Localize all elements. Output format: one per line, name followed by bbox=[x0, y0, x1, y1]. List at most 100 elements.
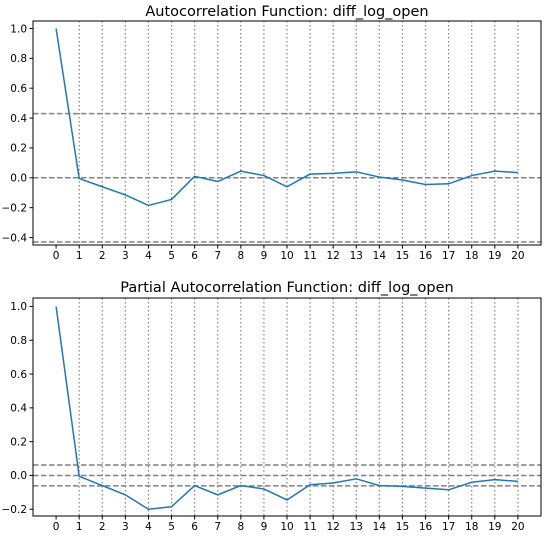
pacf-y-tick-label-0: 1.0 bbox=[10, 301, 27, 313]
pacf-data-point-lag-18 bbox=[471, 481, 473, 483]
pacf-y-tick-label-5: 0.0 bbox=[10, 470, 27, 482]
acf-data-point-lag-12 bbox=[332, 172, 334, 174]
acf-x-tick-label-6: 6 bbox=[191, 250, 198, 262]
acf-x-tick-label-19: 19 bbox=[488, 250, 501, 262]
pacf-x-tick-label-11: 11 bbox=[303, 521, 316, 533]
acf-data-point-lag-6 bbox=[193, 175, 195, 177]
pacf-data-point-lag-13 bbox=[355, 478, 357, 480]
acf-data-point-lag-7 bbox=[217, 180, 219, 182]
pacf-data-point-lag-4 bbox=[147, 508, 149, 510]
pacf-data-point-lag-2 bbox=[101, 484, 103, 486]
pacf-data-point-lag-20 bbox=[517, 480, 519, 482]
acf-y-tick-label-0: 1.0 bbox=[10, 23, 27, 35]
acf-y-tick-label-7: −0.4 bbox=[2, 232, 28, 244]
acf-chart-title: Autocorrelation Function: diff_log_open bbox=[145, 4, 428, 20]
acf-series-line bbox=[55, 28, 518, 207]
acf-y-tick-label-5: 0.0 bbox=[10, 173, 27, 185]
pacf-data-point-lag-7 bbox=[217, 494, 219, 496]
acf-data-point-lag-9 bbox=[263, 174, 265, 176]
acf-x-tick-label-10: 10 bbox=[280, 250, 293, 262]
pacf-series-line bbox=[55, 306, 518, 510]
acf-x-tick-label-8: 8 bbox=[237, 250, 244, 262]
pacf-data-point-lag-8 bbox=[240, 484, 242, 486]
pacf-data-point-lag-3 bbox=[124, 494, 126, 496]
acf-data-point-lag-3 bbox=[124, 194, 126, 196]
pacf-x-tick-label-15: 15 bbox=[396, 521, 409, 533]
acf-data-point-lag-5 bbox=[170, 198, 172, 200]
pacf-data-point-lag-17 bbox=[447, 489, 449, 491]
pacf-y-tick-label-6: −0.2 bbox=[2, 504, 28, 516]
acf-x-tick-label-5: 5 bbox=[168, 250, 175, 262]
pacf-data-point-lag-16 bbox=[424, 487, 426, 489]
acf-data-point-lag-17 bbox=[447, 183, 449, 185]
acf-data-point-lag-16 bbox=[424, 183, 426, 185]
pacf-chart-title: Partial Autocorrelation Function: diff_l… bbox=[120, 280, 453, 296]
pacf-data-point-lag-12 bbox=[332, 482, 334, 484]
acf-panel: Autocorrelation Function: diff_log_open 0… bbox=[2, 4, 542, 262]
pacf-x-tick-label-1: 1 bbox=[76, 521, 83, 533]
pacf-data-point-lag-11 bbox=[309, 484, 311, 486]
pacf-data-point-lag-5 bbox=[170, 506, 172, 508]
pacf-x-tick-label-18: 18 bbox=[465, 521, 478, 533]
acf-y-tick-label-2: 0.6 bbox=[10, 83, 27, 95]
acf-x-tick-label-11: 11 bbox=[303, 250, 316, 262]
pacf-x-tick-label-8: 8 bbox=[237, 521, 244, 533]
acf-data-point-lag-18 bbox=[471, 174, 473, 176]
pacf-x-tick-label-6: 6 bbox=[191, 521, 198, 533]
acf-x-tick-label-7: 7 bbox=[214, 250, 221, 262]
acf-data-point-lag-0 bbox=[55, 27, 57, 29]
acf-data-point-lag-4 bbox=[147, 204, 149, 206]
acf-data-point-lag-13 bbox=[355, 171, 357, 173]
pacf-y-tick-label-2: 0.6 bbox=[10, 369, 27, 381]
pacf-data-point-lag-15 bbox=[401, 485, 403, 487]
pacf-data-point-lag-6 bbox=[193, 484, 195, 486]
pacf-x-tick-label-17: 17 bbox=[442, 521, 455, 533]
acf-y-tick-label-1: 0.8 bbox=[10, 53, 27, 65]
pacf-data-point-lag-1 bbox=[78, 475, 80, 477]
pacf-x-tick-label-5: 5 bbox=[168, 521, 175, 533]
acf-data-point-lag-19 bbox=[494, 170, 496, 172]
pacf-data-point-lag-14 bbox=[378, 484, 380, 486]
pacf-data-point-lag-0 bbox=[55, 305, 57, 307]
pacf-x-tick-label-0: 0 bbox=[53, 521, 60, 533]
pacf-data-point-lag-10 bbox=[286, 499, 288, 501]
acf-x-tick-label-18: 18 bbox=[465, 250, 478, 262]
pacf-y-tick-label-4: 0.2 bbox=[10, 436, 27, 448]
acf-y-tick-label-4: 0.2 bbox=[10, 143, 27, 155]
acf-data-point-lag-8 bbox=[240, 170, 242, 172]
acf-x-tick-label-4: 4 bbox=[145, 250, 152, 262]
acf-data-point-lag-2 bbox=[101, 186, 103, 188]
acf-x-tick-label-1: 1 bbox=[76, 250, 83, 262]
acf-x-tick-label-9: 9 bbox=[261, 250, 268, 262]
pacf-x-tick-label-7: 7 bbox=[214, 521, 221, 533]
acf-data-point-lag-11 bbox=[309, 173, 311, 175]
acf-x-tick-label-16: 16 bbox=[419, 250, 433, 262]
acf-x-tick-label-14: 14 bbox=[373, 250, 387, 262]
acf-x-tick-label-15: 15 bbox=[396, 250, 409, 262]
pacf-y-tick-label-1: 0.8 bbox=[10, 335, 27, 347]
acf-x-tick-label-12: 12 bbox=[326, 250, 339, 262]
acf-x-tick-label-3: 3 bbox=[122, 250, 129, 262]
pacf-x-tick-label-4: 4 bbox=[145, 521, 152, 533]
acf-y-tick-label-6: −0.2 bbox=[2, 202, 28, 214]
pacf-y-tick-label-3: 0.4 bbox=[10, 403, 27, 415]
pacf-x-tick-label-12: 12 bbox=[326, 521, 339, 533]
pacf-x-tick-label-19: 19 bbox=[488, 521, 501, 533]
acf-x-tick-label-17: 17 bbox=[442, 250, 455, 262]
pacf-x-tick-label-3: 3 bbox=[122, 521, 129, 533]
pacf-data-point-lag-9 bbox=[263, 488, 265, 490]
pacf-x-tick-label-13: 13 bbox=[350, 521, 363, 533]
pacf-x-tick-label-10: 10 bbox=[280, 521, 293, 533]
pacf-x-tick-label-14: 14 bbox=[373, 521, 387, 533]
pacf-x-tick-label-2: 2 bbox=[99, 521, 106, 533]
acf-data-point-lag-1 bbox=[78, 177, 80, 179]
acf-data-point-lag-14 bbox=[378, 176, 380, 178]
acf-data-point-lag-20 bbox=[517, 171, 519, 173]
acf-x-tick-label-13: 13 bbox=[350, 250, 363, 262]
acf-y-tick-label-3: 0.4 bbox=[10, 113, 27, 125]
acf-x-tick-label-20: 20 bbox=[511, 250, 524, 262]
acf-x-tick-label-2: 2 bbox=[99, 250, 106, 262]
pacf-x-tick-label-20: 20 bbox=[511, 521, 524, 533]
